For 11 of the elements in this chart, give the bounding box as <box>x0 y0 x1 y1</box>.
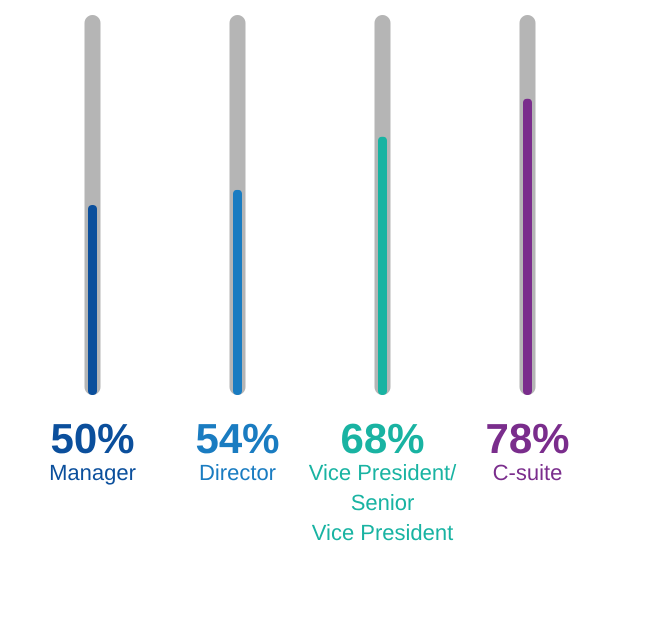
bar <box>88 205 97 395</box>
bar <box>378 136 387 395</box>
data-label: 50% <box>50 415 135 462</box>
bar <box>233 190 242 395</box>
x-tick-label: Director <box>198 460 276 485</box>
data-label: 54% <box>195 415 280 462</box>
x-tick-label: Vice President/ Senior Vice President <box>308 460 458 545</box>
x-tick-label: C-suite <box>492 460 562 485</box>
x-tick-label: Manager <box>49 460 136 485</box>
data-label: 78% <box>485 415 570 462</box>
data-label: 68% <box>340 415 425 462</box>
